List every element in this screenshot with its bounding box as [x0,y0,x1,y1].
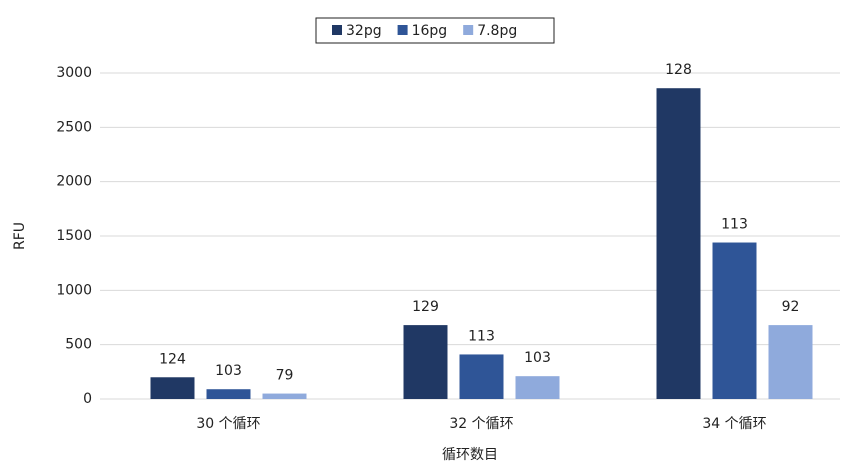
bar [262,393,307,399]
y-tick-label: 1000 [56,282,92,298]
legend-box [315,17,555,44]
bar [712,242,757,399]
y-tick-label: 2500 [56,119,92,135]
data-annotation: 129 [412,299,439,315]
data-annotation: 128 [665,62,692,78]
y-tick-label: 1500 [56,228,92,244]
legend-swatch [397,25,408,35]
data-annotation: 79 [276,368,294,384]
data-annotation: 113 [468,328,495,344]
bar [206,389,251,399]
data-annotation: 92 [782,299,800,315]
legend-label: 16pg [412,23,448,39]
bar [459,354,504,399]
data-annotation: 103 [524,350,551,366]
data-annotation: 113 [721,217,748,233]
bar [150,377,195,399]
data-annotation: 124 [159,351,186,367]
legend-swatch [332,25,342,35]
x-tick-label: 34 个循环 [702,416,766,432]
y-tick-label: 3000 [56,65,92,81]
data-annotation: 103 [215,363,242,379]
legend-swatch [463,25,474,35]
bar [515,376,560,399]
legend-label: 7.8pg [477,23,517,39]
y-tick-label: 500 [65,337,92,353]
y-tick-label: 2000 [56,174,92,190]
bar [403,325,448,399]
y-axis-title: RFU [12,222,28,250]
legend-label: 32pg [346,23,382,39]
x-tick-label: 32 个循环 [449,416,513,432]
x-axis-title: 循环数目 [442,447,498,463]
y-tick-label: 0 [83,391,92,407]
x-tick-label: 30 个循环 [196,416,260,432]
bar [768,325,813,399]
bar [656,88,701,400]
